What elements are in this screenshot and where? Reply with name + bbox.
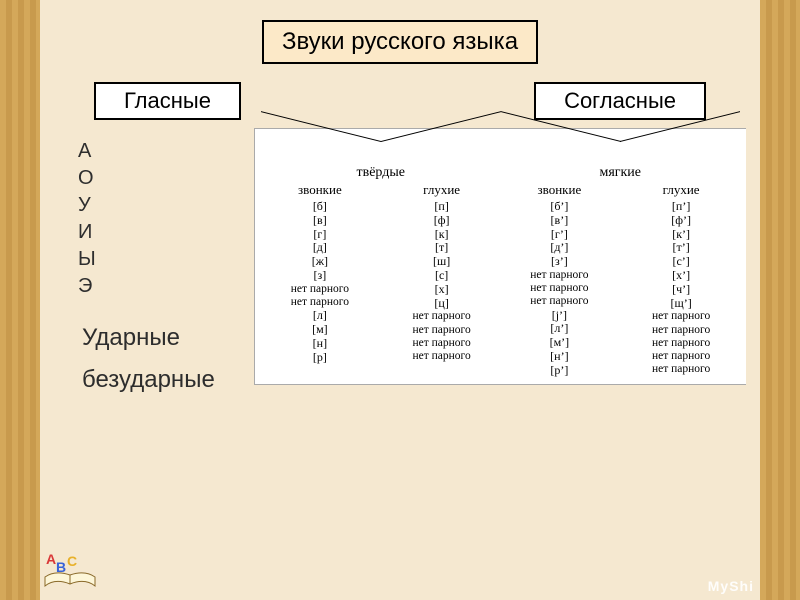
phoneme-item: [д’] — [501, 241, 619, 255]
phoneme-item: [к] — [383, 228, 501, 242]
consonant-panel: твёрдые звонкие [б][в][г][д][ж][з] нет п… — [254, 128, 746, 385]
no-pair-item: нет парного — [383, 350, 501, 363]
hard-label: твёрдые — [261, 165, 501, 181]
svg-text:B: B — [56, 559, 66, 575]
vowel-item: У — [78, 192, 244, 219]
phoneme-item: [н] — [261, 337, 379, 351]
voiced-label: звонкие — [261, 183, 379, 198]
soft-arrows — [501, 137, 741, 163]
phoneme-item: [щ’] — [622, 297, 740, 311]
phoneme-item: [с’] — [622, 255, 740, 269]
vowel-item: А — [78, 138, 244, 165]
phoneme-item: [п] — [383, 200, 501, 214]
phoneme-item: [j’] — [501, 309, 619, 323]
soft-voiced-col: звонкие [б’][в’][г’][д’][з’] нет парного… — [501, 183, 619, 378]
phoneme-item: [т’] — [622, 241, 740, 255]
phoneme-item: [в] — [261, 214, 379, 228]
no-pair-item: нет парного — [622, 363, 740, 376]
consonants-box: Согласные — [534, 82, 706, 120]
no-pair-item: нет парного — [622, 337, 740, 350]
vowel-item: О — [78, 165, 244, 192]
phoneme-item: [б] — [261, 200, 379, 214]
phoneme-item: [з] — [261, 269, 379, 283]
phoneme-item: [л’] — [501, 322, 619, 336]
phoneme-item: [г] — [261, 228, 379, 242]
phoneme-item: [ж] — [261, 255, 379, 269]
voiced-label: звонкие — [501, 183, 619, 198]
hard-arrows — [261, 137, 501, 163]
vowel-list: А О У И Ы Э — [78, 138, 244, 300]
svg-text:C: C — [67, 553, 77, 569]
phoneme-item: [ф] — [383, 214, 501, 228]
no-pair-item: нет парного — [383, 310, 501, 323]
phoneme-item: [х’] — [622, 269, 740, 283]
slide-content: Звуки русского языка Гласные Согласные А… — [40, 0, 760, 600]
phoneme-item: [т] — [383, 241, 501, 255]
phoneme-item: [ч’] — [622, 283, 740, 297]
phoneme-item: [н’] — [501, 350, 619, 364]
phoneme-item: [ц] — [383, 297, 501, 311]
soft-group: мягкие звонкие [б’][в’][г’][д’][з’] нет … — [501, 137, 741, 378]
vowel-item: И — [78, 219, 244, 246]
phoneme-item: [р’] — [501, 364, 619, 378]
vowel-item: Э — [78, 273, 244, 300]
phoneme-item: [д] — [261, 241, 379, 255]
stressed-label: Ударные — [78, 324, 244, 352]
hard-voiceless-col: глухие [п][ф][к][т][ш][с][х][ц] нет парн… — [383, 183, 501, 364]
voiceless-label: глухие — [383, 183, 501, 198]
no-pair-item: нет парного — [261, 283, 379, 296]
phoneme-item: [х] — [383, 283, 501, 297]
no-pair-item: нет парного — [622, 310, 740, 323]
phoneme-item: [р] — [261, 351, 379, 365]
phoneme-item: [ш] — [383, 255, 501, 269]
branch-row: Гласные Согласные — [54, 82, 746, 120]
phoneme-item: [к’] — [622, 228, 740, 242]
vowel-item: Ы — [78, 246, 244, 273]
title-row: Звуки русского языка — [54, 20, 746, 64]
hard-voiced-col: звонкие [б][в][г][д][ж][з] нет парногоне… — [261, 183, 379, 364]
unstressed-label: безударные — [78, 366, 244, 394]
phoneme-item: [м’] — [501, 336, 619, 350]
left-border-stripe — [0, 0, 40, 600]
phoneme-item: [в’] — [501, 214, 619, 228]
vowels-box: Гласные — [94, 82, 241, 120]
phoneme-item: [с] — [383, 269, 501, 283]
right-border-stripe — [760, 0, 800, 600]
no-pair-item: нет парного — [383, 324, 501, 337]
no-pair-item: нет парного — [501, 295, 619, 308]
lower-region: А О У И Ы Э Ударные безударные твёрдые — [54, 128, 746, 408]
voiceless-label: глухие — [622, 183, 740, 198]
main-title: Звуки русского языка — [262, 20, 538, 64]
soft-voiceless-col: глухие [п’][ф’][к’][т’][с’][х’][ч’][щ’] … — [622, 183, 740, 378]
no-pair-item: нет парного — [383, 337, 501, 350]
soft-label: мягкие — [501, 165, 741, 181]
phoneme-item: [л] — [261, 309, 379, 323]
watermark: MyShi — [708, 578, 754, 594]
hard-group: твёрдые звонкие [б][в][г][д][ж][з] нет п… — [261, 137, 501, 378]
phoneme-item: [п’] — [622, 200, 740, 214]
phoneme-item: [ф’] — [622, 214, 740, 228]
phoneme-item: [м] — [261, 323, 379, 337]
no-pair-item: нет парного — [622, 324, 740, 337]
no-pair-item: нет парного — [501, 282, 619, 295]
svg-text:A: A — [46, 551, 56, 567]
phoneme-item: [б’] — [501, 200, 619, 214]
book-abc-icon: A B C — [40, 542, 100, 592]
no-pair-item: нет парного — [501, 269, 619, 282]
no-pair-item: нет парного — [622, 350, 740, 363]
phoneme-item: [з’] — [501, 255, 619, 269]
vowel-column: А О У И Ы Э Ударные безударные — [54, 128, 244, 408]
phoneme-item: [г’] — [501, 228, 619, 242]
